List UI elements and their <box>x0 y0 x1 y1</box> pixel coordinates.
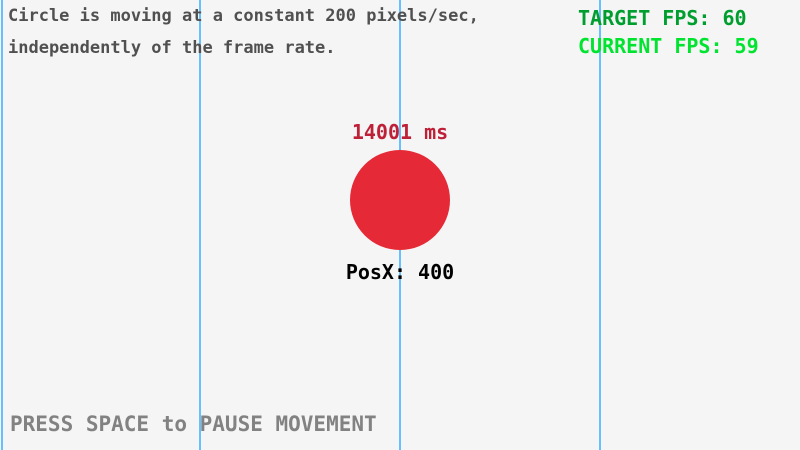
pause-hint-label: PRESS SPACE to PAUSE MOVEMENT <box>10 412 377 436</box>
description-line-1: Circle is moving at a constant 200 pixel… <box>8 6 479 26</box>
gridline <box>1 0 3 450</box>
target-fps-counter: TARGET FPS: 60 <box>578 6 747 30</box>
gridline <box>599 0 601 450</box>
current-fps-counter: CURRENT FPS: 59 <box>578 34 759 58</box>
moving-circle <box>350 150 450 250</box>
description-line-2: independently of the frame rate. <box>8 38 336 58</box>
circle-position-label: PosX: 400 <box>345 260 455 284</box>
elapsed-time-label: 14001 ms <box>351 120 449 144</box>
gridline <box>199 0 201 450</box>
